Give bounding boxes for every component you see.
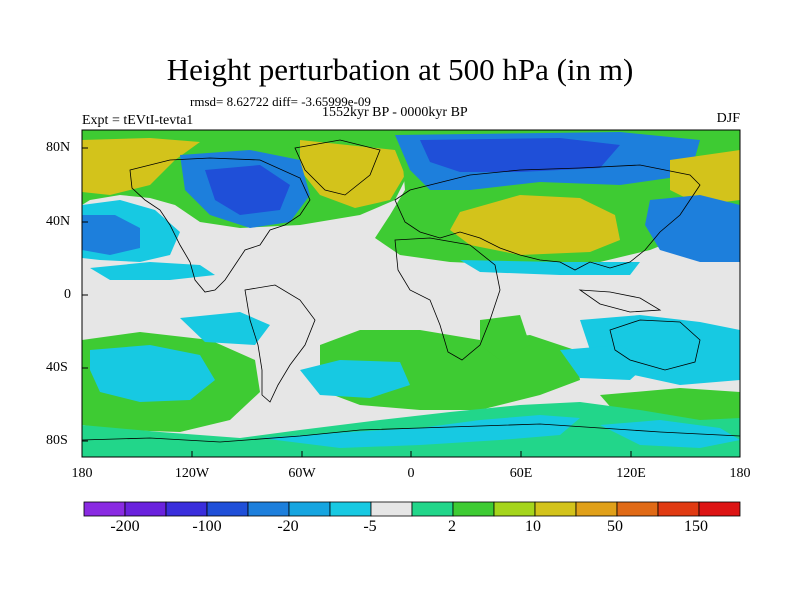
colorbar-label-50: 50 (607, 518, 623, 535)
experiment-label: Expt = tEVtI-tevta1 (82, 113, 194, 128)
colorbar-swatch-12 (575, 501, 618, 517)
stats-text: rmsd= 8.62722 diff= -3.65999e-09 (190, 94, 371, 109)
contour-cyan-antarctic-east (600, 420, 740, 448)
xlabel-120w: 120W (174, 466, 210, 481)
colorbar-swatch-0 (83, 501, 126, 517)
contour-cyan-south-mid (300, 360, 410, 398)
contour-field (82, 130, 740, 457)
ylabel-80s: 80S (46, 433, 68, 448)
coast-europe-asia (394, 164, 701, 271)
colorbar-swatch-1 (124, 501, 167, 517)
coast-australia (609, 319, 701, 371)
ylabel-40n: 40N (46, 214, 71, 229)
colorbar-swatch-13 (616, 501, 659, 517)
colorbar-swatch-5 (288, 501, 331, 517)
contour-yellow-north-west (82, 138, 200, 195)
coast-antarctica (82, 423, 740, 443)
contour-cyan-indian (560, 345, 650, 380)
contour-yellow-pacific-east (670, 150, 740, 205)
ylabel-40s: 40S (46, 360, 68, 375)
colorbar-swatch-15 (698, 501, 741, 517)
colorbar-label-neg5: -5 (363, 518, 377, 535)
colorbar (83, 501, 741, 517)
colorbar-swatch-3 (206, 501, 249, 517)
coastlines (82, 139, 740, 443)
colorbar-swatch-11 (534, 501, 577, 517)
colorbar-label-neg100: -100 (192, 518, 222, 535)
colorbar-label-2: 2 (448, 518, 456, 535)
xlabel-120e: 120E (616, 466, 646, 481)
contour-cyan-tropics-west (90, 262, 215, 280)
colorbar-label-neg20: -20 (277, 518, 299, 535)
coast-greenland (294, 139, 381, 196)
period-text: 1552kyr BP - 0000kyr BP (322, 105, 468, 120)
xlabel-180e: 180 (729, 466, 751, 481)
colorbar-swatch-14 (657, 501, 700, 517)
colorbar-swatch-8 (411, 501, 454, 517)
xlabel-60e: 60E (509, 466, 533, 481)
contour-cyan-south-pacific (90, 345, 215, 402)
colorbar-swatch-10 (493, 501, 536, 517)
figure-title: Height perturbation at 500 hPa (in m) (166, 52, 634, 87)
contour-blue-pacific-west (82, 215, 140, 255)
contour-blue-pacific-east (645, 195, 740, 262)
contour-green-south-vertical (480, 315, 530, 360)
coast-south-america (244, 284, 316, 403)
axis-ticks (81, 147, 741, 457)
colorbar-swatch-7 (370, 501, 413, 517)
coast-north-america (129, 157, 311, 293)
colorbar-swatch-4 (247, 501, 290, 517)
coast-africa (394, 237, 501, 361)
colorbar-label-10: 10 (525, 518, 541, 535)
contour-darkblue-north-america (205, 165, 290, 215)
colorbar-swatch-6 (329, 501, 372, 517)
ylabel-80n: 80N (46, 140, 71, 155)
contour-cyan-south-pacific-2 (180, 312, 270, 345)
xlabel-60w: 60W (288, 466, 316, 481)
colorbar-label-150: 150 (684, 518, 708, 535)
contour-cyan-antarctic (260, 415, 580, 448)
contour-yellow-eurasia (450, 195, 620, 255)
colorbar-swatch-9 (452, 501, 495, 517)
colorbar-label-neg200: -200 (110, 518, 140, 535)
xlabel-180w: 180 (71, 466, 93, 481)
contour-yellow-north-mid (300, 140, 405, 208)
coast-indonesia (578, 289, 662, 313)
xlabel-0: 0 (407, 466, 415, 481)
season-label: DJF (716, 111, 740, 126)
ylabel-0: 0 (64, 287, 71, 302)
contour-darkblue-siberia (420, 138, 620, 172)
colorbar-swatch-2 (165, 501, 208, 517)
